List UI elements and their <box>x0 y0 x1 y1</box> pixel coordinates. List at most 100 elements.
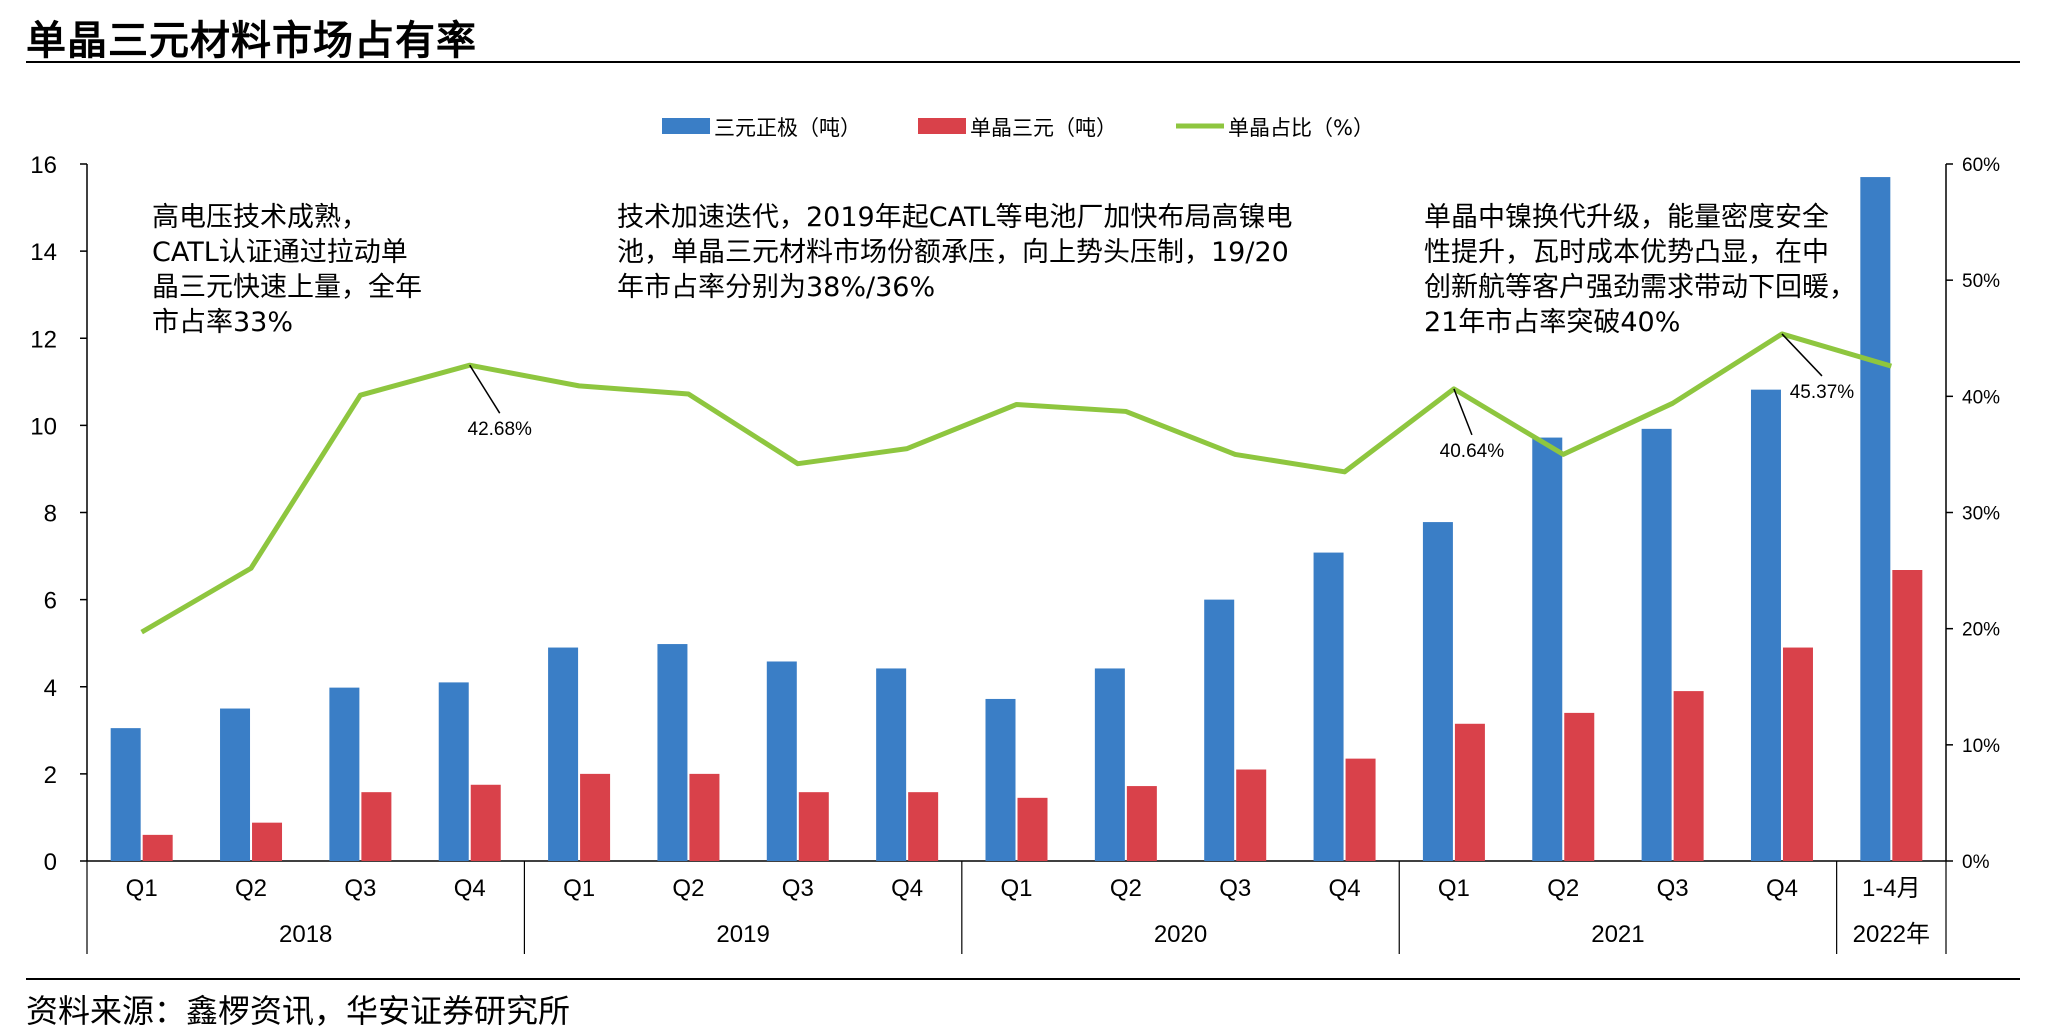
bar-ternary <box>1095 668 1125 861</box>
bar-ternary <box>876 668 906 861</box>
bar-single-crystal <box>361 792 391 861</box>
bar-ternary <box>111 728 141 861</box>
bar-single-crystal <box>471 785 501 861</box>
left-tick-label: 16 <box>30 152 57 179</box>
annotation-line: 21年市占率突破40% <box>1424 307 1680 338</box>
bar-ternary <box>1204 600 1234 861</box>
left-tick-label: 4 <box>44 675 57 702</box>
left-tick-label: 6 <box>44 588 57 615</box>
bar-single-crystal <box>799 792 829 861</box>
legend-swatch <box>662 118 710 134</box>
bar-single-crystal <box>580 774 610 861</box>
left-tick-label: 0 <box>44 849 57 876</box>
right-tick-label: 10% <box>1962 736 2000 757</box>
bar-ternary <box>1314 553 1344 861</box>
bar-single-crystal <box>1236 770 1266 861</box>
bar-single-crystal <box>1346 759 1376 861</box>
bar-single-crystal <box>1564 713 1594 861</box>
right-tick-label: 0% <box>1962 852 1990 873</box>
right-tick-label: 40% <box>1962 387 2000 408</box>
annotation-line: CATL认证通过拉动单 <box>152 237 408 268</box>
annotation-line: 池，单晶三元材料市场份额承压，向上势头压制，19/20 <box>617 237 1289 268</box>
right-tick-label: 50% <box>1962 271 2000 292</box>
right-tick-label: 60% <box>1962 155 2000 176</box>
category-label: Q3 <box>782 875 814 902</box>
left-tick-label: 2 <box>44 762 57 789</box>
annotation-line: 年市占率分别为38%/36% <box>617 272 935 303</box>
annotation-line: 性提升，瓦时成本优势凸显，在中 <box>1424 237 1829 268</box>
left-tick-label: 10 <box>30 413 57 440</box>
left-tick-label: 14 <box>30 239 57 266</box>
bar-single-crystal <box>1892 570 1922 861</box>
category-label: Q4 <box>454 875 486 902</box>
category-label: Q1 <box>1000 875 1032 902</box>
year-group-label: 2018 <box>279 921 332 948</box>
legend-label: 单晶占比（%） <box>1228 116 1374 140</box>
source-note: 资料来源：鑫椤资讯，华安证券研究所 <box>26 986 570 1032</box>
annotation-line: 技术加速迭代，2019年起CATL等电池厂加快布局高镍电 <box>617 202 1292 233</box>
bar-single-crystal <box>1127 786 1157 861</box>
bar-ternary <box>1642 429 1672 861</box>
bar-single-crystal <box>1455 724 1485 861</box>
category-label: 1-4月 <box>1862 875 1921 902</box>
category-label: Q1 <box>563 875 595 902</box>
bar-single-crystal <box>689 774 719 861</box>
year-group-label: 2022年 <box>1853 921 1930 948</box>
bar-ternary <box>1860 177 1890 861</box>
footer-divider <box>26 978 2020 980</box>
annotation-line: 晶三元快速上量，全年 <box>152 272 422 303</box>
legend-swatch <box>918 118 966 134</box>
bar-ternary <box>657 644 687 861</box>
chart-legend: 三元正极（吨） 单晶三元（吨） 单晶占比（%） <box>662 116 1374 140</box>
category-label: Q2 <box>1110 875 1142 902</box>
bar-single-crystal <box>1674 691 1704 861</box>
annotations: 高电压技术成熟， CATL认证通过拉动单晶三元快速上量，全年市占率33% 技术加速迭… <box>152 202 1856 338</box>
category-label: Q4 <box>1766 875 1798 902</box>
category-label: Q2 <box>1547 875 1579 902</box>
point-label: 42.68% <box>468 419 533 440</box>
left-tick-label: 12 <box>30 326 57 353</box>
category-label: Q3 <box>344 875 376 902</box>
category-label: Q4 <box>1329 875 1361 902</box>
annotation-line: 创新航等客户强劲需求带动下回暖， <box>1424 272 1856 303</box>
year-group-label: 2020 <box>1154 921 1207 948</box>
share-line <box>142 334 1892 632</box>
bar-single-crystal <box>1018 798 1048 861</box>
point-label: 45.37% <box>1790 382 1855 403</box>
annotation-text: 高电压技术成熟， CATL认证通过拉动单晶三元快速上量，全年市占率33% <box>152 202 422 338</box>
legend-label: 三元正极（吨） <box>714 116 861 140</box>
bar-ternary <box>548 648 578 861</box>
category-label: Q3 <box>1657 875 1689 902</box>
bar-ternary <box>1423 522 1453 861</box>
category-label: Q3 <box>1219 875 1251 902</box>
category-label: Q1 <box>1438 875 1470 902</box>
annotation-text: 单晶中镍换代升级，能量密度安全性提升，瓦时成本优势凸显，在中创新航等客户强劲需求… <box>1424 202 1856 338</box>
share-line-path <box>142 334 1892 632</box>
right-tick-label: 30% <box>1962 504 2000 525</box>
right-tick-label: 20% <box>1962 620 2000 641</box>
bar-single-crystal <box>1783 648 1813 861</box>
annotation-line: 单晶中镍换代升级，能量密度安全 <box>1424 202 1829 233</box>
annotation-text: 技术加速迭代，2019年起CATL等电池厂加快布局高镍电池，单晶三元材料市场份额… <box>617 202 1292 303</box>
category-label: Q2 <box>235 875 267 902</box>
legend-label: 单晶三元（吨） <box>970 116 1117 140</box>
point-label: 40.64% <box>1440 441 1505 462</box>
bar-ternary <box>439 682 469 861</box>
bar-ternary <box>1532 438 1562 861</box>
bar-ternary <box>220 709 250 861</box>
left-tick-label: 8 <box>44 501 57 528</box>
category-label: Q2 <box>672 875 704 902</box>
year-group-label: 2021 <box>1591 921 1644 948</box>
year-group-label: 2019 <box>716 921 769 948</box>
bar-ternary <box>1751 390 1781 861</box>
annotation-line: 市占率33% <box>152 307 293 338</box>
bar-single-crystal <box>908 792 938 861</box>
bar-ternary <box>329 688 359 861</box>
bar-single-crystal <box>143 835 173 861</box>
annotation-line: 高电压技术成熟， <box>152 202 368 233</box>
category-label: Q1 <box>126 875 158 902</box>
bar-single-crystal <box>252 823 282 861</box>
category-label: Q4 <box>891 875 923 902</box>
bar-ternary <box>986 699 1016 861</box>
